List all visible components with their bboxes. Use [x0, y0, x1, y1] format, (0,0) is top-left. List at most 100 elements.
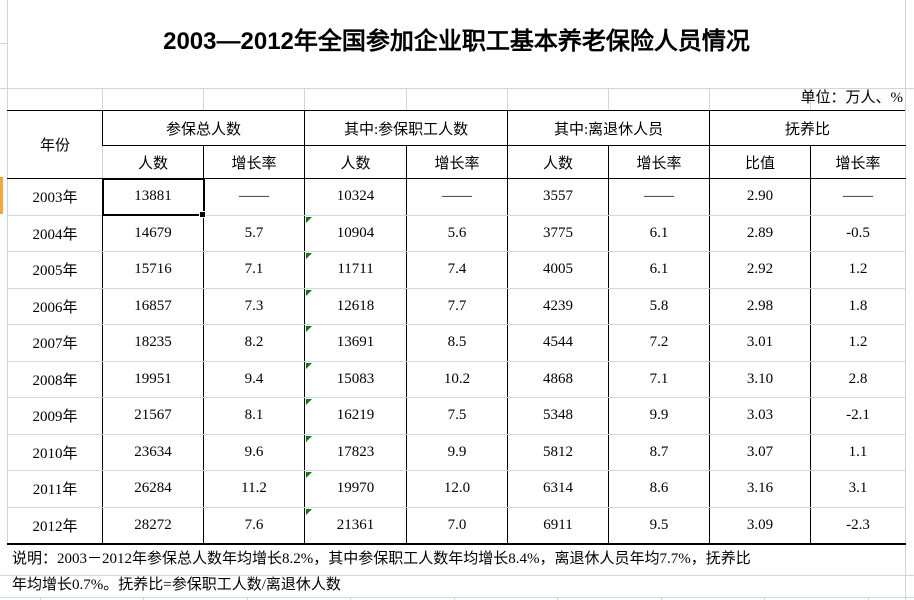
data-cell[interactable]: 3.07 [709, 434, 811, 471]
year-cell[interactable]: 2011年 [7, 470, 103, 508]
data-cell[interactable]: 17823 [304, 434, 407, 471]
data-cell[interactable]: 8.7 [608, 434, 710, 471]
year-cell[interactable]: 2004年 [7, 215, 103, 252]
data-cell[interactable]: 3.03 [709, 397, 811, 435]
data-cell[interactable]: 5348 [507, 397, 609, 435]
data-cell[interactable]: 6.1 [608, 251, 710, 289]
data-cell[interactable]: 10.2 [406, 361, 508, 398]
data-cell[interactable]: 9.4 [202, 361, 305, 398]
data-cell[interactable]: 1.2 [810, 251, 907, 289]
col-header-year[interactable]: 年份 [7, 110, 103, 179]
data-cell[interactable]: 13881 [101, 177, 206, 218]
year-cell[interactable]: 2010年 [7, 434, 103, 471]
data-cell[interactable]: 9.9 [406, 434, 508, 471]
data-cell[interactable]: 6.1 [608, 215, 710, 252]
col-subheader[interactable]: 增长率 [608, 145, 710, 179]
data-cell[interactable]: 26284 [102, 470, 204, 508]
data-cell[interactable]: 9.6 [202, 434, 305, 471]
data-cell[interactable]: 3.16 [709, 470, 811, 508]
data-cell[interactable]: -0.5 [810, 215, 907, 252]
data-cell[interactable]: 7.0 [406, 507, 508, 545]
data-cell[interactable]: —— [406, 178, 508, 216]
data-cell[interactable]: 7.2 [608, 324, 710, 362]
data-cell[interactable]: —— [202, 178, 305, 216]
col-subheader[interactable]: 比值 [709, 145, 811, 179]
data-cell[interactable]: 9.5 [608, 507, 710, 545]
col-subheader[interactable]: 人数 [304, 145, 407, 179]
data-cell[interactable]: 1.8 [810, 288, 907, 325]
data-cell[interactable]: 6314 [507, 470, 609, 508]
data-cell[interactable]: 4868 [507, 361, 609, 398]
col-group-dependency-ratio[interactable]: 抚养比 [709, 110, 907, 146]
col-subheader[interactable]: 人数 [102, 145, 204, 179]
data-cell[interactable]: 11.2 [202, 470, 305, 508]
col-subheader[interactable]: 增长率 [810, 145, 907, 179]
data-cell[interactable]: 3557 [507, 178, 609, 216]
data-cell[interactable]: 7.1 [608, 361, 710, 398]
data-cell[interactable]: 8.1 [202, 397, 305, 435]
data-cell[interactable]: 12618 [304, 288, 407, 325]
data-cell[interactable]: 7.3 [202, 288, 305, 325]
year-cell[interactable]: 2006年 [7, 288, 103, 325]
data-cell[interactable]: 8.5 [406, 324, 508, 362]
data-cell[interactable]: —— [608, 178, 710, 216]
fill-handle[interactable] [199, 210, 206, 218]
data-cell[interactable]: 21361 [304, 507, 407, 545]
data-cell[interactable]: 4544 [507, 324, 609, 362]
data-cell[interactable]: 6911 [507, 507, 609, 545]
note-line-1[interactable]: 说明：2003－2012年参保总人数年均增长8.2%，其中参保职工人数年均增长8… [12, 551, 751, 567]
year-cell[interactable]: 2003年 [7, 178, 103, 216]
data-cell[interactable]: -2.3 [810, 507, 907, 545]
data-cell[interactable]: 19970 [304, 470, 407, 508]
data-cell[interactable]: 9.9 [608, 397, 710, 435]
data-cell[interactable]: 5.7 [202, 215, 305, 252]
data-cell[interactable]: 10904 [304, 215, 407, 252]
data-cell[interactable]: 2.8 [810, 361, 907, 398]
data-cell[interactable]: 28272 [102, 507, 204, 545]
data-cell[interactable]: 12.0 [406, 470, 508, 508]
data-cell[interactable]: 7.7 [406, 288, 508, 325]
data-cell[interactable]: 1.2 [810, 324, 907, 362]
data-cell[interactable]: 4239 [507, 288, 609, 325]
data-cell[interactable]: —— [810, 178, 907, 216]
data-cell[interactable]: 2.90 [709, 178, 811, 216]
data-cell[interactable]: 8.6 [608, 470, 710, 508]
col-group-insured-workers[interactable]: 其中:参保职工人数 [304, 110, 508, 146]
data-cell[interactable]: 16857 [102, 288, 204, 325]
data-cell[interactable]: 5812 [507, 434, 609, 471]
data-cell[interactable]: 3.1 [810, 470, 907, 508]
data-cell[interactable]: 23634 [102, 434, 204, 471]
data-cell[interactable]: 2.92 [709, 251, 811, 289]
col-group-retirees[interactable]: 其中:离退休人员 [507, 110, 710, 146]
data-cell[interactable]: -2.1 [810, 397, 907, 435]
data-cell[interactable]: 15083 [304, 361, 407, 398]
col-subheader[interactable]: 人数 [507, 145, 609, 179]
data-cell[interactable]: 16219 [304, 397, 407, 435]
data-cell[interactable]: 21567 [102, 397, 204, 435]
data-cell[interactable]: 4005 [507, 251, 609, 289]
data-cell[interactable]: 15716 [102, 251, 204, 289]
col-group-total-insured[interactable]: 参保总人数 [101, 110, 305, 146]
year-cell[interactable]: 2009年 [7, 397, 103, 435]
data-cell[interactable]: 8.2 [202, 324, 305, 362]
data-cell[interactable]: 3.01 [709, 324, 811, 362]
data-cell[interactable]: 3.09 [709, 507, 811, 545]
data-cell[interactable]: 7.6 [202, 507, 305, 545]
data-cell[interactable]: 14679 [102, 215, 204, 252]
data-cell[interactable]: 2.89 [709, 215, 811, 252]
data-cell[interactable]: 1.1 [810, 434, 907, 471]
data-cell[interactable]: 13691 [304, 324, 407, 362]
data-cell[interactable]: 7.5 [406, 397, 508, 435]
data-cell[interactable]: 11711 [304, 251, 407, 289]
year-cell[interactable]: 2007年 [7, 324, 103, 362]
data-cell[interactable]: 5.6 [406, 215, 508, 252]
note-line-2[interactable]: 年均增长0.7%。抚养比=参保职工人数/离退休人数 [12, 577, 341, 593]
data-cell[interactable]: 7.4 [406, 251, 508, 289]
data-cell[interactable]: 19951 [102, 361, 204, 398]
data-cell[interactable]: 5.8 [608, 288, 710, 325]
data-cell[interactable]: 3.10 [709, 361, 811, 398]
data-cell[interactable]: 18235 [102, 324, 204, 362]
col-subheader[interactable]: 增长率 [202, 145, 305, 179]
year-cell[interactable]: 2012年 [7, 507, 103, 545]
year-cell[interactable]: 2008年 [7, 361, 103, 398]
